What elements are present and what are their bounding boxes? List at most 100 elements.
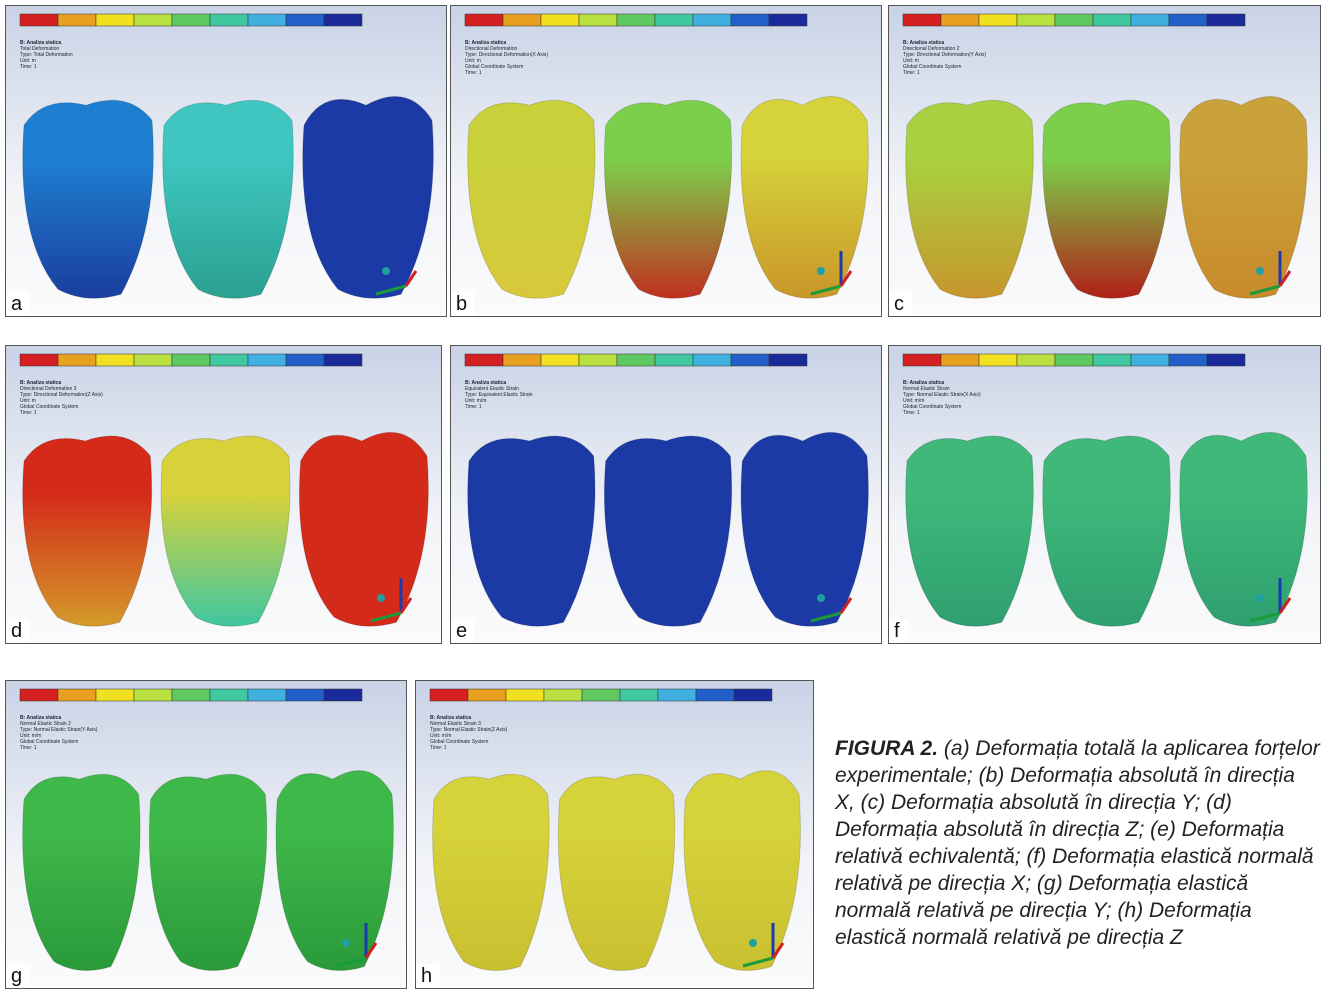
legend-swatch <box>465 14 503 26</box>
legend-swatch <box>1131 14 1169 26</box>
legend-swatch <box>620 689 658 701</box>
tooth <box>684 771 801 971</box>
legend-swatch <box>324 354 362 366</box>
legend-swatch <box>979 354 1017 366</box>
legend-swatch <box>58 14 96 26</box>
tooth <box>23 436 152 626</box>
tooth <box>23 774 141 970</box>
legend-swatch <box>941 14 979 26</box>
tooth <box>1043 100 1171 298</box>
legend-swatch <box>658 689 696 701</box>
legend-swatch <box>769 354 807 366</box>
legend-swatch <box>696 689 734 701</box>
legend-swatch <box>1093 354 1131 366</box>
legend-swatch <box>286 354 324 366</box>
legend-swatch <box>248 354 286 366</box>
legend-swatch <box>617 354 655 366</box>
legend-swatch <box>20 354 58 366</box>
legend-swatch <box>96 14 134 26</box>
legend-swatch <box>20 689 58 701</box>
figure-panel: B: Analiza staticaNormal Elastic StrainT… <box>888 345 1321 644</box>
panel-info: B: Analiza staticaDirectional Deformatio… <box>903 40 986 76</box>
tooth <box>741 432 868 626</box>
legend-swatch <box>96 689 134 701</box>
legend-swatch <box>544 689 582 701</box>
legend-swatch <box>324 14 362 26</box>
panel-info: B: Analiza staticaNormal Elastic StrainT… <box>903 380 981 416</box>
legend-swatch <box>1207 14 1245 26</box>
tooth <box>1180 97 1308 299</box>
legend-swatch <box>286 14 324 26</box>
legend-swatch <box>655 14 693 26</box>
legend-swatch <box>582 689 620 701</box>
legend-swatch <box>58 354 96 366</box>
tooth <box>906 100 1034 298</box>
tooth <box>299 432 428 626</box>
panel-letter: h <box>416 964 440 988</box>
panel-letter: d <box>6 619 30 643</box>
legend-swatch <box>579 14 617 26</box>
page: {"panels":[ {"letter":"a","info":["B: An… <box>0 0 1324 987</box>
legend-swatch <box>903 354 941 366</box>
panel-letter: f <box>889 619 908 643</box>
legend-swatch <box>248 14 286 26</box>
legend-swatch <box>506 689 544 701</box>
legend-swatch <box>134 14 172 26</box>
legend-swatch <box>1055 354 1093 366</box>
info-line: Time: 1 <box>903 410 981 416</box>
panel-info: B: Analiza staticaDirectional Deformatio… <box>20 380 103 416</box>
legend-swatch <box>58 689 96 701</box>
legend-swatch <box>210 354 248 366</box>
figure-panel: B: Analiza staticaEquivalent Elastic Str… <box>450 345 882 644</box>
legend-swatch <box>731 354 769 366</box>
legend-swatch <box>134 354 172 366</box>
legend-swatch <box>941 354 979 366</box>
tooth <box>468 100 595 298</box>
figure-caption: FIGURA 2. (a) Deformația totală la aplic… <box>835 735 1320 951</box>
panel-letter: a <box>6 292 30 316</box>
legend-swatch <box>541 14 579 26</box>
panel-info: B: Analiza staticaNormal Elastic Strain … <box>430 715 507 751</box>
legend-swatch <box>503 14 541 26</box>
tooth <box>23 100 154 298</box>
figure-panel: B: Analiza staticaNormal Elastic Strain … <box>415 680 814 989</box>
legend-swatch <box>96 354 134 366</box>
figure-panel: B: Analiza staticaDirectional Deformatio… <box>5 345 442 644</box>
legend-swatch <box>134 689 172 701</box>
legend-swatch <box>693 354 731 366</box>
info-line: Time: 1 <box>20 64 73 70</box>
caption-text: (a) Deformația totală la aplicarea forțe… <box>835 737 1320 949</box>
info-line: Time: 1 <box>20 410 103 416</box>
legend-swatch <box>579 354 617 366</box>
legend-swatch <box>693 14 731 26</box>
legend-swatch <box>210 689 248 701</box>
legend-swatch <box>1055 14 1093 26</box>
info-line: Time: 1 <box>903 70 986 76</box>
tooth <box>276 771 394 971</box>
tooth <box>604 100 731 298</box>
figure-panel: B: Analiza staticaDirectional Deformatio… <box>888 5 1321 317</box>
panel-letter: b <box>451 292 475 316</box>
tooth <box>433 774 550 970</box>
legend-swatch <box>324 689 362 701</box>
legend-swatch <box>769 14 807 26</box>
figure-panel: B: Analiza staticaDirectional Deformatio… <box>450 5 882 317</box>
legend-swatch <box>1169 354 1207 366</box>
tooth <box>163 100 294 298</box>
figure-panel: B: Analiza staticaNormal Elastic Strain … <box>5 680 407 989</box>
legend-swatch <box>1169 14 1207 26</box>
legend-swatch <box>210 14 248 26</box>
axis-origin <box>749 939 757 947</box>
legend-swatch <box>430 689 468 701</box>
axis-origin <box>1256 267 1264 275</box>
info-line: Time: 1 <box>20 745 97 751</box>
legend-swatch <box>979 14 1017 26</box>
legend-swatch <box>734 689 772 701</box>
tooth <box>1180 432 1308 626</box>
legend-swatch <box>286 689 324 701</box>
tooth <box>468 436 595 626</box>
axis-origin <box>817 594 825 602</box>
info-line: Time: 1 <box>465 70 548 76</box>
legend-swatch <box>731 14 769 26</box>
caption-label: FIGURA 2. <box>835 737 938 760</box>
